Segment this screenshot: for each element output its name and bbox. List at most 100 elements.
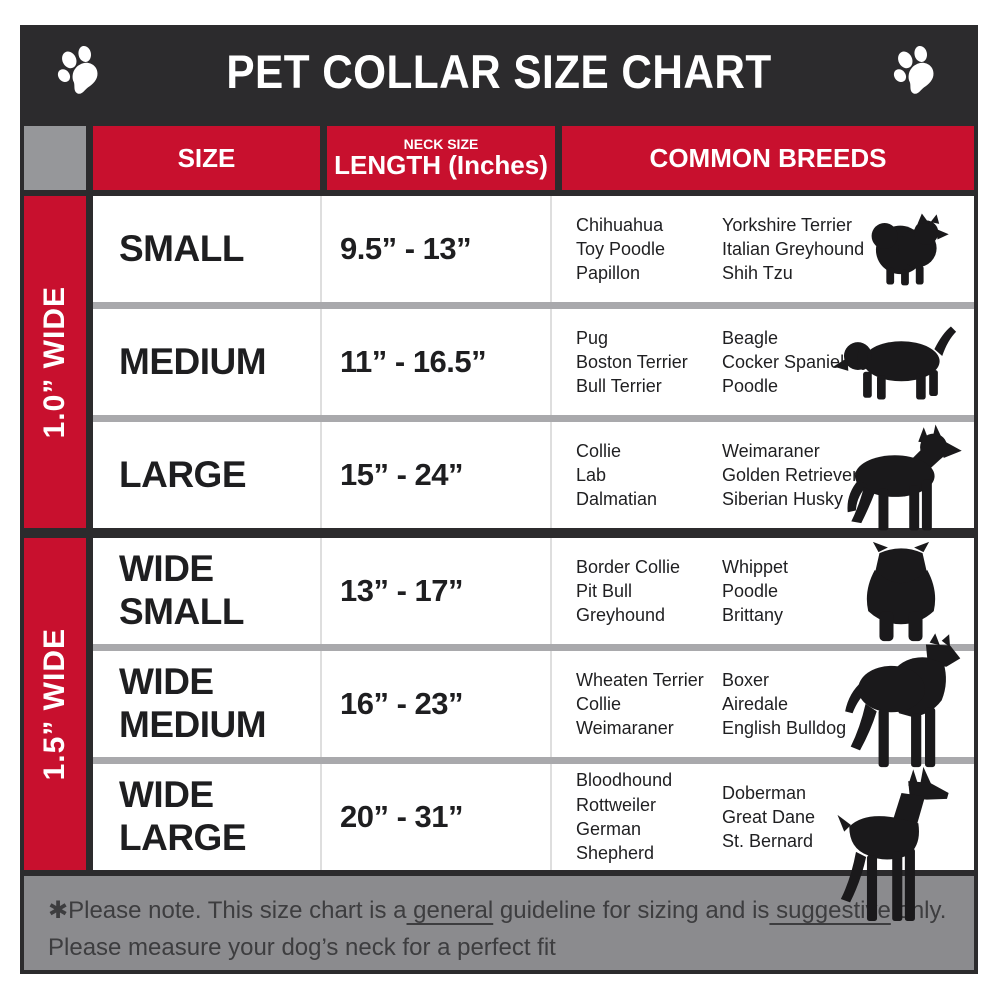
neck-size-value: 9.5” - 13” bbox=[340, 231, 472, 266]
breed-list: Border Collie Pit Bull Greyhound bbox=[576, 555, 722, 628]
paw-print-icon bbox=[893, 45, 934, 94]
neck-size-value: 15” - 24” bbox=[340, 457, 464, 492]
row-divider bbox=[93, 644, 974, 651]
breed-name: Poodle bbox=[722, 376, 779, 397]
title-band: PET COLLAR SIZE CHART bbox=[24, 25, 974, 118]
width-band-1-0: 1.0” WIDE bbox=[24, 196, 86, 528]
column-header-common-breeds: COMMON BREEDS bbox=[562, 126, 974, 190]
breed-name: St. Bernard bbox=[722, 831, 814, 852]
size-label: LARGE bbox=[119, 453, 247, 495]
dog-silhouette-beagle-icon bbox=[826, 323, 968, 403]
column-header-neck-size: NECK SIZE LENGTH (Inches) bbox=[327, 126, 555, 190]
footnote-line-2: Please measure your dog’s neck for a per… bbox=[48, 934, 556, 962]
section-1-5-wide: 1.5” WIDE WIDE SMALL 13” - 17” Border Co… bbox=[24, 538, 974, 921]
breed-list: Collie Lab Dalmatian bbox=[576, 439, 722, 512]
row-divider bbox=[93, 302, 974, 309]
section-rows: SMALL 9.5” - 13” Chihuahua Toy Poodle Pa… bbox=[93, 196, 974, 531]
breed-name: German Shepherd bbox=[576, 819, 655, 864]
breed-list: Wheaten Terrier Collie Weimaraner bbox=[576, 668, 722, 741]
breed-list: Bloodhound Rottweiler German Shepherd bbox=[576, 768, 722, 865]
breed-list: Weimaraner Golden Retriever Siberian Hus… bbox=[722, 439, 882, 512]
size-cell: WIDE LARGE bbox=[93, 764, 322, 870]
breed-name: Weimaraner bbox=[576, 718, 674, 739]
footnote-text: guideline for sizing and is bbox=[493, 897, 770, 924]
breeds-cell: Border Collie Pit Bull Greyhound Whippet… bbox=[552, 538, 974, 644]
neck-size-value: 16” - 23” bbox=[340, 686, 464, 721]
breed-list: Chihuahua Toy Poodle Papillon bbox=[576, 213, 722, 286]
breed-name: English Bulldog bbox=[722, 718, 847, 739]
breed-name: Yorkshire Terrier bbox=[722, 214, 853, 235]
size-cell: SMALL bbox=[93, 196, 322, 302]
breed-name: Siberian Husky bbox=[722, 489, 844, 510]
neck-size-cell: 15” - 24” bbox=[322, 422, 552, 528]
size-cell: MEDIUM bbox=[93, 309, 322, 415]
footnote-underlined-word: general bbox=[406, 897, 494, 924]
breed-name: Chihuahua bbox=[576, 214, 664, 235]
chart-frame: PET COLLAR SIZE CHART SIZE NECK SIZE LEN… bbox=[20, 25, 978, 974]
neck-size-cell: 20” - 31” bbox=[322, 764, 552, 870]
breeds-cell: Collie Lab Dalmatian Weimaraner Golden R… bbox=[552, 422, 974, 531]
table-row-wide-large: WIDE LARGE 20” - 31” Bloodhound Rottweil… bbox=[93, 764, 974, 921]
page-title: PET COLLAR SIZE CHART bbox=[226, 45, 772, 98]
row-divider bbox=[93, 757, 974, 764]
table-row-medium: MEDIUM 11” - 16.5” Pug Boston Terrier Bu… bbox=[93, 309, 974, 415]
neck-size-value: 11” - 16.5” bbox=[340, 344, 487, 379]
breed-list: Beagle Cocker Spaniel Poodle bbox=[722, 326, 882, 399]
breed-name: Weimaraner bbox=[722, 440, 820, 461]
breeds-cell: Pug Boston Terrier Bull Terrier Beagle C… bbox=[552, 309, 974, 415]
breed-name: Pug bbox=[576, 327, 609, 348]
breed-name: Dalmatian bbox=[576, 489, 658, 510]
footnote-text: ✱Please note. This size chart is a bbox=[48, 897, 407, 924]
breed-name: Airedale bbox=[722, 693, 789, 714]
breed-name: Italian Greyhound bbox=[722, 238, 865, 259]
neck-size-value: 13” - 17” bbox=[340, 573, 464, 608]
footnote-line-1: ✱Please note. This size chart is a gener… bbox=[48, 892, 950, 929]
breed-name: Greyhound bbox=[576, 605, 666, 626]
size-label: WIDE LARGE bbox=[119, 774, 247, 858]
size-label: SMALL bbox=[119, 227, 244, 269]
size-cell: WIDE SMALL bbox=[93, 538, 322, 644]
breed-list: Doberman Great Dane St. Bernard bbox=[722, 781, 882, 854]
width-band-label: 1.0” WIDE bbox=[38, 285, 71, 439]
table-row-small: SMALL 9.5” - 13” Chihuahua Toy Poodle Pa… bbox=[93, 196, 974, 302]
size-label: WIDE SMALL bbox=[119, 548, 244, 632]
breed-name: Doberman bbox=[722, 782, 807, 803]
neck-size-cell: 13” - 17” bbox=[322, 538, 552, 644]
table-row-wide-medium: WIDE MEDIUM 16” - 23” Wheaten Terrier Co… bbox=[93, 633, 974, 768]
dog-silhouette-bulldog-icon bbox=[854, 540, 948, 643]
footnote-panel: ✱Please note. This size chart is a gener… bbox=[24, 876, 974, 970]
breed-name: Collie bbox=[576, 440, 622, 461]
breed-name: Cocker Spaniel bbox=[722, 351, 845, 372]
breed-name: Boxer bbox=[722, 669, 770, 690]
neck-size-value: 20” - 31” bbox=[340, 799, 464, 834]
breed-name: Shih Tzu bbox=[722, 263, 793, 284]
breed-name: Beagle bbox=[722, 327, 779, 348]
neck-size-heading: LENGTH (Inches) bbox=[334, 149, 548, 180]
breed-name: Boston Terrier bbox=[576, 351, 688, 372]
size-label: MEDIUM bbox=[119, 340, 267, 382]
breeds-cell: Bloodhound Rottweiler German Shepherd Do… bbox=[552, 764, 974, 921]
section-1-0-wide: 1.0” WIDE SMALL 9.5” - 13” Chihuahua Toy… bbox=[24, 196, 974, 531]
breed-name: Great Dane bbox=[722, 806, 816, 827]
corner-cell bbox=[24, 126, 86, 190]
neck-size-cell: 9.5” - 13” bbox=[322, 196, 552, 302]
table-row-large: LARGE 15” - 24” Collie Lab Dalmatian Wei… bbox=[93, 422, 974, 531]
breed-list: Pug Boston Terrier Bull Terrier bbox=[576, 326, 722, 399]
breed-name: Toy Poodle bbox=[576, 238, 666, 259]
breed-name: Bloodhound bbox=[576, 770, 673, 791]
size-label: WIDE MEDIUM bbox=[119, 661, 267, 745]
column-header-size: SIZE bbox=[93, 126, 320, 190]
breed-name: Pit Bull bbox=[576, 580, 633, 601]
width-band-label: 1.5” WIDE bbox=[38, 627, 71, 781]
breed-list: Boxer Airedale English Bulldog bbox=[722, 668, 882, 741]
row-divider bbox=[93, 415, 974, 422]
breed-list: Whippet Poodle Brittany bbox=[722, 555, 882, 628]
breed-name: Brittany bbox=[722, 605, 784, 626]
dog-silhouette-doberman-icon bbox=[812, 766, 964, 926]
breed-name: Bull Terrier bbox=[576, 376, 662, 397]
size-cell: LARGE bbox=[93, 422, 322, 528]
breed-name: Rottweiler bbox=[576, 794, 657, 815]
breed-name: Poodle bbox=[722, 580, 779, 601]
neck-size-subheading: NECK SIZE bbox=[403, 136, 479, 152]
